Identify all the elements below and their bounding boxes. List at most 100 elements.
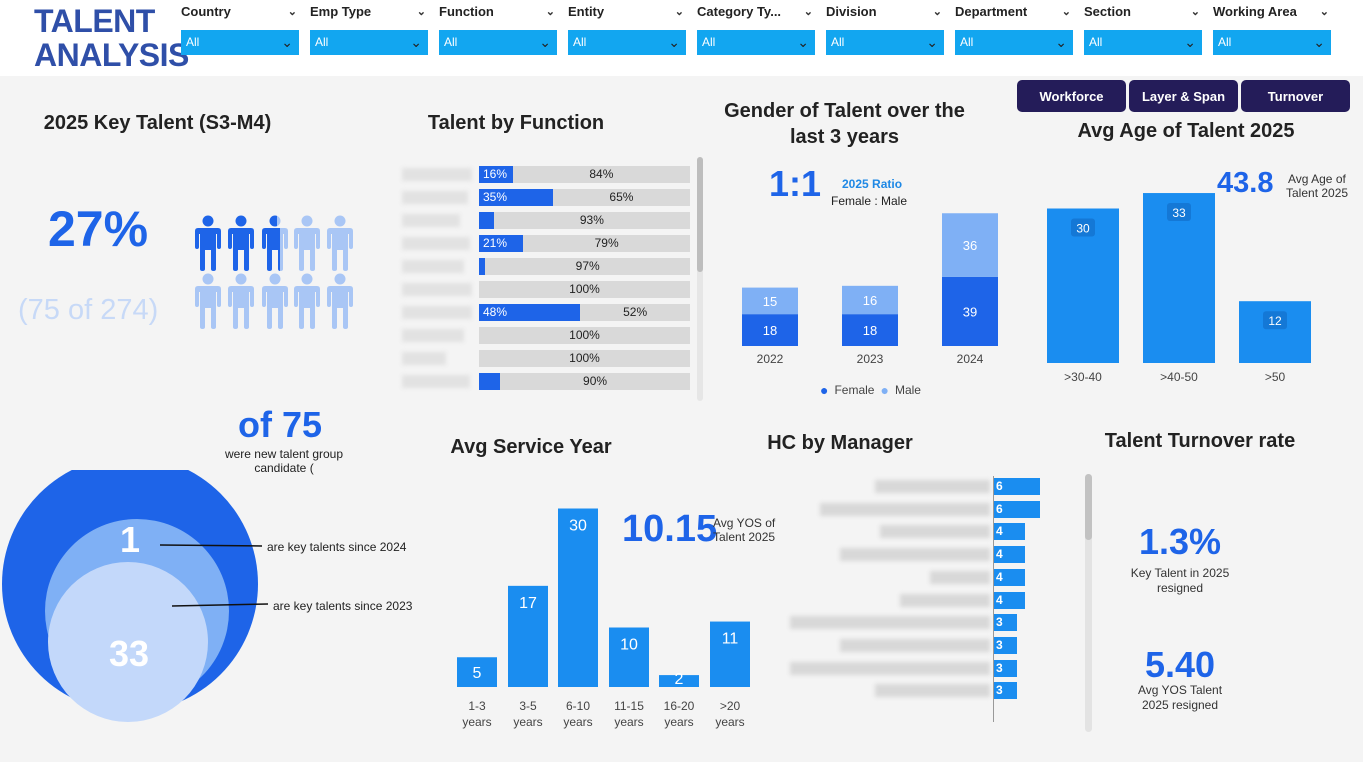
turnover-button[interactable]: Turnover — [1241, 80, 1350, 112]
chevron-down-icon[interactable]: ⌄ — [1319, 6, 1329, 18]
slicer-dropdown[interactable]: All ⌄ — [955, 30, 1073, 55]
bar-female[interactable] — [742, 314, 798, 346]
chevron-down-icon[interactable]: ⌄ — [410, 34, 422, 50]
slicer-dropdown[interactable]: All ⌄ — [826, 30, 944, 55]
bar-female[interactable] — [842, 314, 898, 346]
turnover-scrollbar[interactable] — [1085, 474, 1092, 732]
service-bar[interactable] — [558, 508, 598, 688]
function-row[interactable]: 93% — [400, 212, 695, 229]
manager-bar[interactable]: 4 — [994, 568, 1025, 586]
manager-row[interactable]: 4 — [790, 568, 1050, 586]
chevron-down-icon[interactable]: ⌄ — [1184, 34, 1196, 50]
chevron-down-icon[interactable]: ⌄ — [1055, 34, 1067, 50]
function-row[interactable]: 100% — [400, 281, 695, 298]
service-category-label: years — [462, 715, 491, 729]
bar-male[interactable] — [842, 285, 898, 315]
manager-bar[interactable]: 3 — [994, 682, 1018, 700]
age-category-label: >40-50 — [1160, 370, 1198, 384]
function-row[interactable]: 35% 65% — [400, 189, 695, 206]
chevron-down-icon[interactable]: ⌄ — [416, 6, 426, 18]
manager-row[interactable]: 4 — [790, 546, 1050, 564]
age-bar[interactable] — [1143, 193, 1215, 363]
function-scroll-thumb[interactable] — [697, 157, 703, 272]
service-category-label: years — [715, 715, 744, 729]
manager-row[interactable]: 3 — [790, 614, 1050, 632]
gender-title-line-1: Gender of Talent over the — [724, 100, 965, 122]
since-2024-text: are key talents since 2024 — [267, 540, 407, 554]
gender-bar-group[interactable]: 18 16 2023 — [842, 285, 898, 366]
chevron-down-icon[interactable]: ⌄ — [539, 34, 551, 50]
service-bar[interactable] — [508, 585, 548, 687]
function-row[interactable]: 48% 52% — [400, 304, 695, 321]
service-bar[interactable] — [710, 621, 750, 687]
manager-name-blurred — [840, 548, 990, 562]
function-grey-label: 97% — [575, 259, 600, 273]
age-bar[interactable] — [1239, 301, 1311, 363]
function-bar-fill — [479, 235, 524, 252]
manager-row[interactable]: 3 — [790, 682, 1050, 700]
chevron-down-icon[interactable]: ⌄ — [287, 6, 297, 18]
slicer-value: All — [960, 35, 974, 49]
slicer-dropdown[interactable]: All ⌄ — [697, 30, 815, 55]
manager-bar[interactable]: 6 — [994, 500, 1041, 518]
service-bar[interactable] — [457, 657, 497, 687]
manager-name-blurred — [880, 525, 990, 539]
layer-span-button[interactable]: Layer & Span — [1129, 80, 1238, 112]
slicer-dropdown[interactable]: All ⌄ — [1084, 30, 1202, 55]
manager-bar[interactable]: 4 — [994, 591, 1025, 609]
gender-bar-group[interactable]: 18 15 2022 — [742, 287, 798, 366]
chevron-down-icon[interactable]: ⌄ — [926, 34, 938, 50]
avg-age-label: Avg Age of Talent 2025 — [1286, 172, 1348, 200]
slicer-value: All — [831, 35, 845, 49]
manager-bar[interactable]: 3 — [994, 659, 1018, 677]
gender-bar-group[interactable]: 39 36 2024 — [942, 213, 998, 366]
slicer-dropdown[interactable]: All ⌄ — [310, 30, 428, 55]
manager-row[interactable]: 6 — [790, 478, 1050, 495]
turnover-scroll-thumb[interactable] — [1085, 474, 1092, 540]
chevron-down-icon[interactable]: ⌄ — [797, 34, 809, 50]
slicer-dropdown[interactable]: All ⌄ — [568, 30, 686, 55]
chevron-down-icon[interactable]: ⌄ — [545, 6, 555, 18]
function-bar-bg — [479, 166, 690, 183]
manager-row[interactable]: 3 — [790, 636, 1050, 654]
turnover-yos-value: 5.40 — [1144, 644, 1216, 685]
slicer-dropdown[interactable]: All ⌄ — [439, 30, 557, 55]
slicer-dropdown[interactable]: All ⌄ — [181, 30, 299, 55]
slicer-dropdown[interactable]: All ⌄ — [1213, 30, 1331, 55]
chevron-down-icon[interactable]: ⌄ — [1313, 34, 1325, 50]
manager-bar[interactable]: 6 — [994, 478, 1041, 495]
service-bar[interactable] — [609, 627, 649, 688]
slicer-label-text: Department — [955, 4, 1028, 19]
slicer-7: Section ⌄ All ⌄ — [1084, 4, 1202, 55]
chevron-down-icon[interactable]: ⌄ — [668, 34, 680, 50]
chevron-down-icon[interactable]: ⌄ — [932, 6, 942, 18]
chevron-down-icon[interactable]: ⌄ — [1190, 6, 1200, 18]
service-value-label: 10 — [620, 637, 638, 654]
function-row[interactable]: 90% — [400, 373, 695, 390]
chevron-down-icon[interactable]: ⌄ — [803, 6, 813, 18]
function-row[interactable]: 97% — [400, 258, 695, 275]
function-row[interactable]: 21% 79% — [400, 235, 695, 252]
service-bar[interactable] — [659, 675, 699, 687]
manager-bar[interactable]: 3 — [994, 614, 1018, 632]
manager-row[interactable]: 4 — [790, 523, 1050, 541]
manager-bar[interactable]: 4 — [994, 523, 1025, 541]
manager-row[interactable]: 3 — [790, 659, 1050, 677]
function-row[interactable]: 100% — [400, 327, 695, 344]
function-row[interactable]: 100% — [400, 350, 695, 367]
function-scrollbar[interactable] — [697, 157, 703, 401]
chevron-down-icon[interactable]: ⌄ — [281, 34, 293, 50]
chevron-down-icon[interactable]: ⌄ — [674, 6, 684, 18]
bar-male[interactable] — [742, 287, 798, 315]
workforce-button[interactable]: Workforce — [1017, 80, 1126, 112]
manager-row[interactable]: 4 — [790, 591, 1050, 609]
manager-bar[interactable]: 3 — [994, 636, 1018, 654]
bar-male[interactable] — [942, 213, 998, 277]
age-chart: 30 >30-40 33 >40-50 12 >50 — [1047, 193, 1311, 384]
function-row[interactable]: 16% 84% — [400, 166, 695, 183]
manager-bar[interactable]: 4 — [994, 546, 1025, 564]
manager-row[interactable]: 6 — [790, 500, 1050, 518]
chevron-down-icon[interactable]: ⌄ — [1061, 6, 1071, 18]
bar-female[interactable] — [942, 276, 998, 346]
function-name-blurred — [402, 375, 470, 388]
